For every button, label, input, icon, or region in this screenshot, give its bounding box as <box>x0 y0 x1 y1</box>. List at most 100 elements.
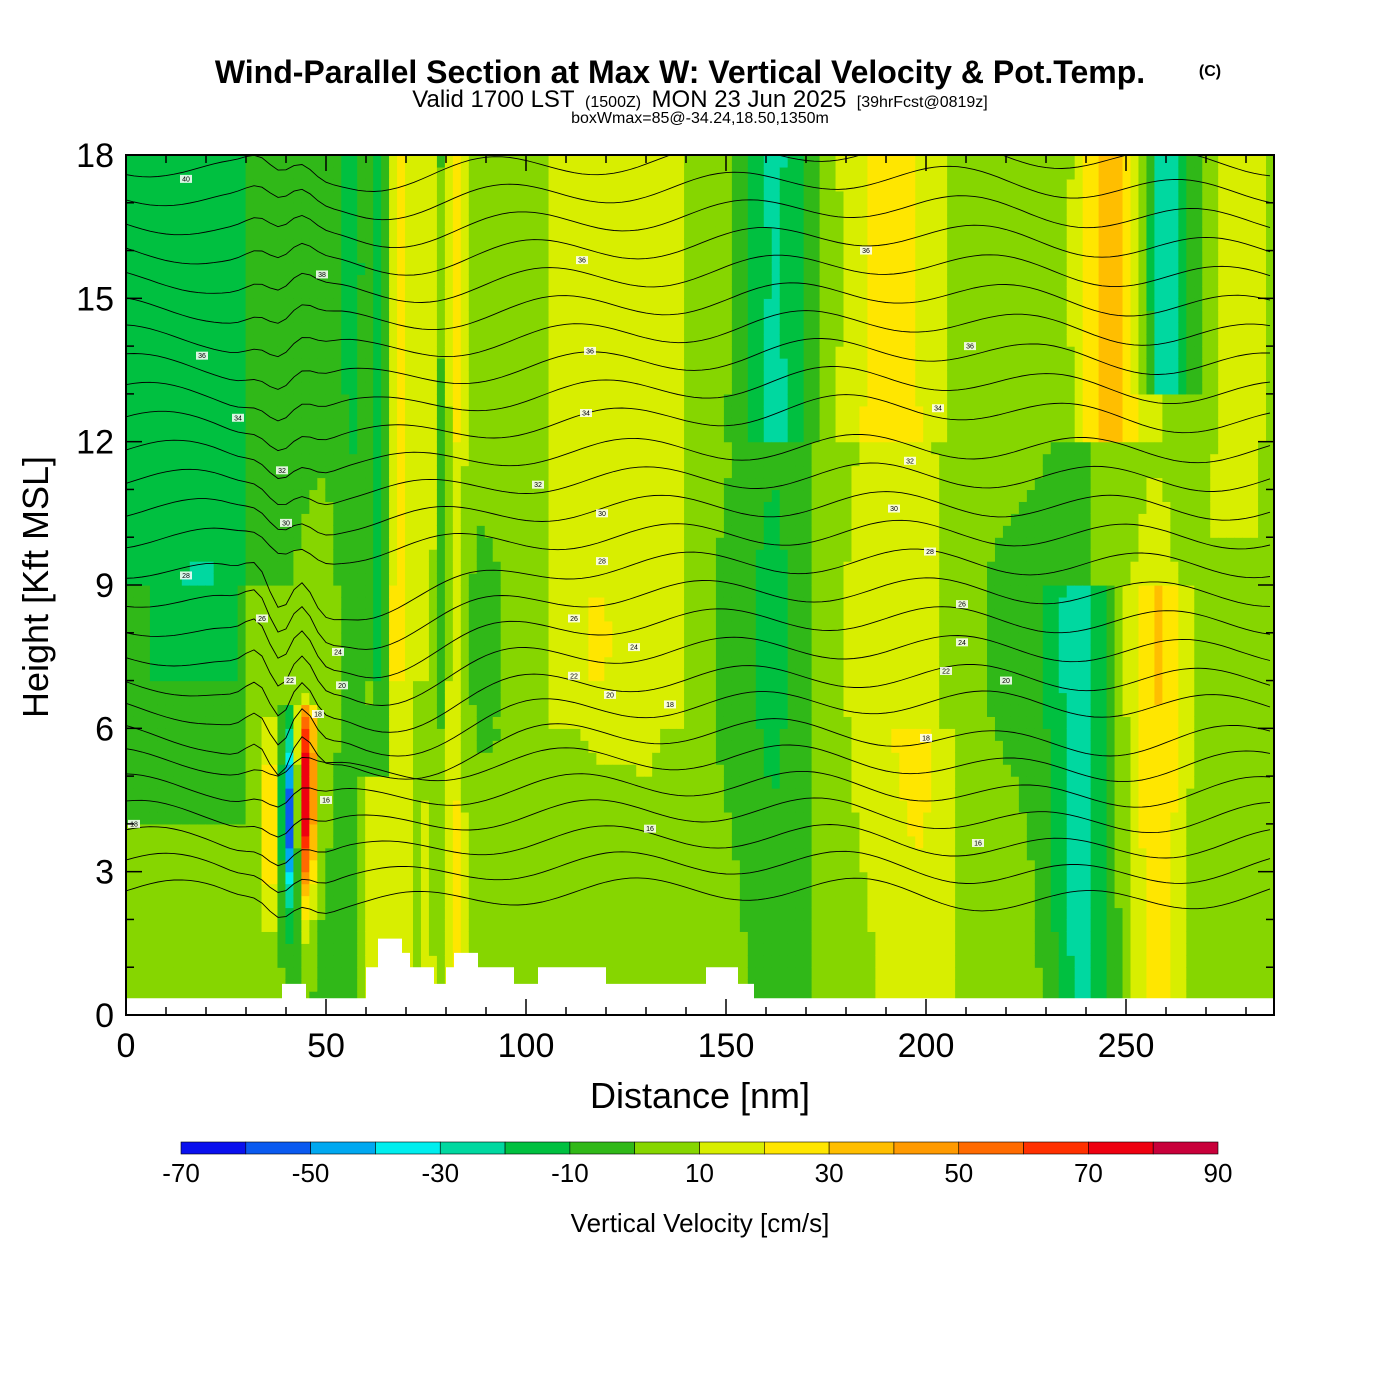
field-cell <box>277 370 287 383</box>
field-cell <box>301 250 310 264</box>
field-cell <box>612 835 621 849</box>
field-cell <box>420 214 430 228</box>
field-cell <box>149 979 159 992</box>
field-cell <box>532 847 542 861</box>
field-cell <box>285 334 295 347</box>
field-cell <box>181 668 191 682</box>
field-cell <box>572 644 582 658</box>
field-cell <box>676 943 685 956</box>
field-cell <box>436 967 446 980</box>
field-cell <box>460 489 470 502</box>
field-cell <box>237 453 247 467</box>
field-cell <box>428 453 438 467</box>
field-cell <box>389 728 398 741</box>
field-cell <box>644 405 653 419</box>
field-cell <box>269 632 279 646</box>
field-cell <box>285 704 295 717</box>
field-cell <box>237 417 247 431</box>
field-cell <box>500 573 510 586</box>
field-cell <box>556 644 566 658</box>
field-cell <box>341 776 350 789</box>
field-cell <box>532 214 542 228</box>
field-cell <box>213 979 223 992</box>
field-cell <box>580 537 589 550</box>
field-cell <box>540 776 550 789</box>
field-cell <box>373 537 382 550</box>
field-cell <box>197 178 207 192</box>
field-cell <box>476 907 486 921</box>
field-cell <box>317 620 326 634</box>
field-cell <box>325 895 334 909</box>
field-cell <box>644 835 653 849</box>
field-cell <box>181 871 191 885</box>
field-cell <box>524 417 534 431</box>
field-cell <box>548 286 558 299</box>
field-cell <box>660 967 669 980</box>
field-cell <box>253 823 263 837</box>
field-cell <box>572 537 582 550</box>
field-cell <box>668 883 677 897</box>
field-cell <box>261 465 271 479</box>
field-cell <box>341 991 350 1004</box>
field-cell <box>436 525 446 538</box>
field-cell <box>652 931 661 944</box>
field-cell <box>476 155 486 168</box>
field-cell <box>508 883 518 897</box>
field-cell <box>428 585 438 598</box>
field-cell <box>500 668 510 682</box>
field-cell <box>357 740 366 753</box>
field-cell <box>293 835 302 849</box>
field-cell <box>460 465 470 479</box>
field-cell <box>221 704 231 717</box>
field-cell <box>540 513 550 526</box>
field-cell <box>612 537 621 550</box>
field-cell <box>668 871 677 885</box>
field-cell <box>357 190 366 204</box>
field-cell <box>189 943 199 956</box>
field-cell <box>325 740 334 753</box>
field-cell <box>309 692 318 706</box>
field-cell <box>612 370 621 383</box>
field-cell <box>397 465 406 479</box>
field-cell <box>532 811 542 825</box>
field-cell <box>229 883 239 897</box>
field-cell <box>277 847 287 861</box>
field-cell <box>149 656 159 670</box>
field-cell <box>189 477 199 491</box>
field-cell <box>444 776 454 789</box>
field-cell <box>444 166 454 180</box>
field-cell <box>524 573 534 586</box>
field-cell <box>389 871 398 885</box>
field-cell <box>484 620 494 634</box>
field-cell <box>133 979 143 992</box>
field-cell <box>293 883 302 897</box>
field-cell <box>165 668 175 682</box>
field-cell <box>668 525 677 538</box>
field-cell <box>452 370 462 383</box>
field-cell <box>205 907 215 921</box>
field-cell <box>149 465 159 479</box>
field-cell <box>612 704 621 717</box>
field-cell <box>500 931 510 944</box>
field-cell <box>508 417 518 431</box>
field-cell <box>269 716 279 729</box>
field-cell <box>373 310 382 323</box>
field-cell <box>397 680 406 694</box>
field-cell <box>237 585 247 598</box>
field-cell <box>141 465 151 479</box>
field-cell <box>524 871 534 885</box>
field-cell <box>285 931 295 944</box>
field-cell <box>221 573 231 586</box>
field-cell <box>413 310 422 323</box>
field-cell <box>532 800 542 813</box>
field-cell <box>157 835 167 849</box>
field-cell <box>532 895 542 909</box>
field-cell <box>357 370 366 383</box>
field-cell <box>612 919 621 932</box>
field-cell <box>261 310 271 323</box>
field-cell <box>588 334 597 347</box>
field-cell <box>620 931 629 944</box>
field-cell <box>373 740 382 753</box>
field-cell <box>484 190 494 204</box>
field-cell <box>644 190 653 204</box>
